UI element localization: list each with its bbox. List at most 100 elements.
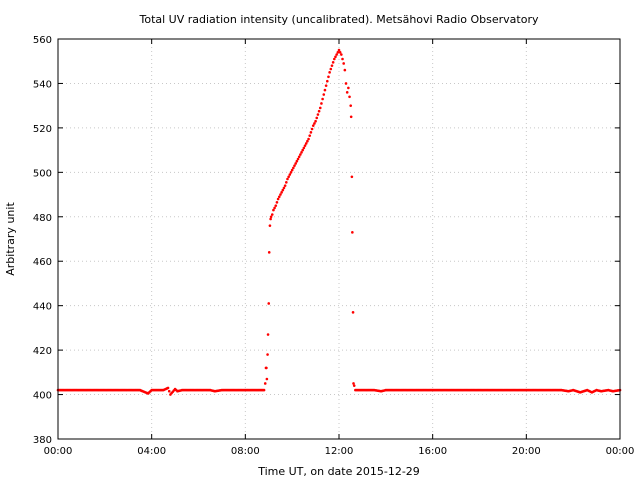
y-tick-label: 400 [33,391,52,402]
data-point [273,206,276,210]
data-point [308,134,312,137]
data-points [56,48,622,396]
x-tick-label: 00:00 [606,446,635,457]
data-point [318,106,322,110]
data-point [341,57,344,61]
y-tick-label: 540 [33,79,52,90]
data-point [268,224,272,227]
data-point [297,155,301,159]
data-point [307,137,310,141]
x-tick-label: 04:00 [137,446,166,457]
y-tick-label: 480 [33,213,52,224]
data-point [347,86,350,90]
data-point [328,71,331,74]
data-point [300,151,303,154]
x-tick-label: 20:00 [512,446,541,457]
data-point [340,53,343,56]
x-tick-labels: 00:00 04:00 08:00 12:00 16:00 20:00 00:00 [44,446,635,457]
data-point [336,51,340,54]
data-point [331,61,335,64]
data-point [342,62,345,65]
data-point [270,213,274,216]
y-tick-label: 520 [33,124,52,135]
data-point [337,48,341,52]
data-point [351,231,354,234]
data-point [349,104,353,107]
data-point [288,173,292,176]
data-point [290,168,294,172]
y-tick-label: 380 [33,435,52,446]
data-point [334,55,337,59]
data-point [325,79,329,83]
x-tick-label: 12:00 [325,446,354,457]
data-point [286,177,289,181]
data-point [166,386,170,390]
data-point [330,64,334,67]
data-point [302,146,306,150]
data-point [316,113,320,116]
data-point [263,382,267,385]
data-point [352,382,355,385]
data-point [287,175,290,179]
data-point [294,162,297,165]
x-tick-label: 00:00 [44,446,73,457]
data-point [333,57,336,61]
data-point [327,75,330,79]
data-point [274,204,278,207]
data-point [289,171,293,174]
data-point [296,157,300,161]
data-point [304,142,308,145]
data-point [295,159,299,163]
data-point [320,102,323,105]
data-point [275,201,279,204]
data-point [344,82,348,85]
data-point [317,109,321,113]
data-point [310,127,314,131]
data-point [303,144,307,147]
data-point [352,384,356,387]
data-point [265,377,269,381]
y-tick-label: 440 [33,302,52,313]
data-point [269,217,272,221]
data-point [335,53,338,56]
data-point [272,208,275,212]
grid-layer [58,39,620,439]
data-point [345,91,349,94]
y-tick-label: 560 [33,35,52,46]
data-point [322,93,326,96]
data-point [277,195,281,199]
data-point [276,197,280,201]
y-tick-labels: 380 400 420 440 460 480 500 520 540 560 [33,35,52,446]
data-point [351,311,355,314]
data-point [338,51,342,54]
data-point [281,188,285,192]
data-point [266,333,270,336]
data-point [301,148,305,152]
data-point [306,139,309,143]
data-point [313,122,316,125]
data-point [323,88,327,92]
data-point [321,97,324,101]
x-tick-label: 08:00 [231,446,260,457]
data-point [349,115,353,119]
x-tick-label: 16:00 [418,446,447,457]
data-point [262,388,266,392]
data-point [329,67,333,71]
data-point [292,166,295,170]
data-point [280,191,283,194]
x-axis-label: Time UT, on date 2015-12-29 [257,465,420,478]
data-point [343,68,347,72]
data-point [299,153,302,156]
y-axis-label: Arbitrary unit [4,202,17,276]
data-point [285,181,288,184]
data-point [350,175,354,179]
data-point [267,302,271,305]
data-point [348,95,351,99]
data-point [266,353,269,356]
data-point [279,193,282,196]
data-point [167,389,171,393]
y-tick-label: 420 [33,346,52,357]
data-point [265,366,268,370]
y-tick-label: 500 [33,168,52,179]
